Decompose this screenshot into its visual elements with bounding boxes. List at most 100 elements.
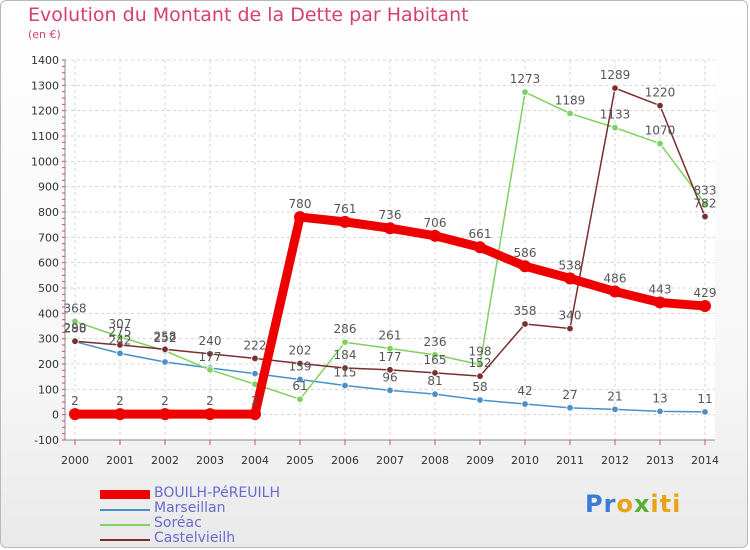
legend-swatch xyxy=(100,524,150,526)
data-point xyxy=(204,408,216,421)
data-label: 165 xyxy=(424,353,447,367)
data-point xyxy=(701,199,709,208)
data-point xyxy=(566,324,574,333)
data-label: 42 xyxy=(517,384,532,398)
data-point xyxy=(206,366,214,374)
data-label: 258 xyxy=(154,329,177,343)
data-label: 2 xyxy=(116,394,124,408)
y-tick-label: 1000 xyxy=(31,155,59,168)
data-point xyxy=(431,351,439,359)
data-label: 275 xyxy=(109,325,132,339)
data-label: 96 xyxy=(382,370,397,384)
y-tick-label: 100 xyxy=(38,383,59,396)
data-point xyxy=(384,222,396,235)
legend-label: Marseillan xyxy=(154,500,226,516)
data-point xyxy=(71,337,79,345)
data-label: 706 xyxy=(424,216,447,230)
data-label: 198 xyxy=(469,345,492,359)
y-tick-label: 800 xyxy=(38,206,59,219)
x-tick-label: 2005 xyxy=(286,454,314,467)
x-tick-label: 2006 xyxy=(331,454,359,467)
data-point xyxy=(611,405,619,414)
data-point xyxy=(386,366,394,374)
legend-label: BOUILH-PéREUILH xyxy=(154,485,280,501)
data-label: 139 xyxy=(289,359,312,373)
data-point xyxy=(656,101,664,110)
y-tick-label: 300 xyxy=(38,333,59,346)
x-tick-label: 2009 xyxy=(466,454,494,467)
data-label: 486 xyxy=(604,272,627,286)
data-label: 1289 xyxy=(600,68,631,82)
data-point xyxy=(161,358,169,366)
data-point xyxy=(431,390,439,398)
y-tick-label: 900 xyxy=(38,181,59,194)
data-point xyxy=(476,360,484,369)
data-point xyxy=(69,408,81,421)
legend-swatch xyxy=(100,490,150,499)
data-point xyxy=(251,354,259,363)
data-label: 202 xyxy=(289,343,312,357)
data-point xyxy=(116,341,124,349)
data-point xyxy=(609,285,621,298)
data-label: 368 xyxy=(64,301,87,315)
data-point xyxy=(71,317,79,326)
data-label: 761 xyxy=(334,202,357,216)
legend-swatch xyxy=(100,539,150,541)
x-tick-label: 2003 xyxy=(196,454,224,467)
data-point xyxy=(521,400,529,408)
y-tick-label: 0 xyxy=(52,409,59,422)
data-point xyxy=(251,369,259,378)
y-tick-label: 700 xyxy=(38,231,59,244)
y-tick-label: 1400 xyxy=(31,54,59,67)
y-tick-label: 1100 xyxy=(31,130,59,143)
data-point xyxy=(294,211,306,224)
data-label: 177 xyxy=(199,350,222,364)
x-tick-label: 2012 xyxy=(601,454,629,467)
data-point xyxy=(249,408,261,421)
data-label: 222 xyxy=(244,338,267,352)
data-point xyxy=(114,408,126,421)
data-label: 21 xyxy=(607,389,622,403)
legend-label: Castelvieilh xyxy=(154,530,236,546)
data-point xyxy=(474,241,486,254)
data-point xyxy=(566,404,574,412)
data-point xyxy=(699,299,711,312)
x-tick-label: 2000 xyxy=(61,454,89,467)
data-label: 290 xyxy=(64,321,87,335)
data-point xyxy=(701,408,709,416)
data-point xyxy=(476,372,484,380)
data-label: 2 xyxy=(206,394,214,408)
data-label: 261 xyxy=(379,329,402,343)
data-point xyxy=(429,229,441,242)
data-point xyxy=(654,296,666,309)
data-label: 288 xyxy=(64,322,87,336)
x-tick-label: 2014 xyxy=(691,454,719,467)
x-tick-label: 2007 xyxy=(376,454,404,467)
chart-subtitle: (en €) xyxy=(28,28,61,41)
data-label: 2 xyxy=(251,394,259,408)
data-label: 2 xyxy=(161,394,169,408)
data-label: 240 xyxy=(199,334,222,348)
data-point xyxy=(431,369,439,377)
data-label: 58 xyxy=(472,380,487,394)
chart-title: Evolution du Montant de la Dette par Hab… xyxy=(28,4,469,26)
data-point xyxy=(159,408,171,421)
data-label: 1070 xyxy=(645,124,676,138)
data-label: 340 xyxy=(559,309,582,323)
data-point xyxy=(611,123,619,132)
data-point xyxy=(339,215,351,228)
data-point xyxy=(341,381,349,390)
data-label: 661 xyxy=(469,227,492,241)
data-label: 115 xyxy=(334,366,357,380)
legend-swatch xyxy=(100,509,150,511)
x-tick-label: 2008 xyxy=(421,454,449,467)
data-label: 429 xyxy=(694,286,717,300)
y-tick-label: 500 xyxy=(38,282,59,295)
data-label: 286 xyxy=(334,322,357,336)
data-label: 1189 xyxy=(555,93,586,107)
y-tick-label: -100 xyxy=(34,434,59,447)
x-tick-label: 2001 xyxy=(106,454,134,467)
data-point xyxy=(521,320,529,328)
data-label: 1220 xyxy=(645,86,676,100)
data-point xyxy=(116,333,124,341)
